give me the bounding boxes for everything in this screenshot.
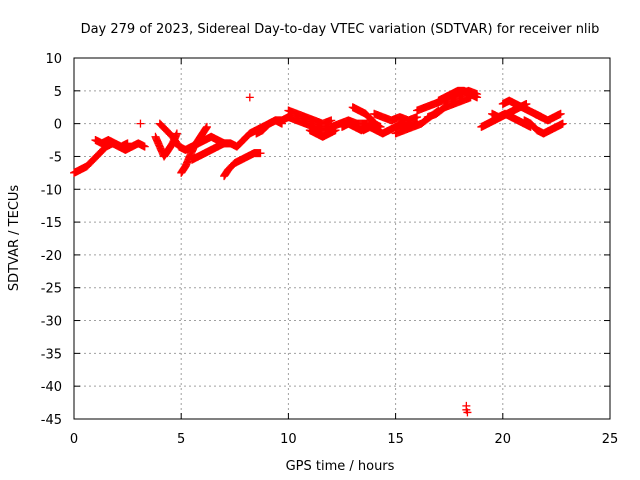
data-point: [556, 109, 565, 118]
x-tick-label: 5: [177, 432, 185, 447]
x-tick-label: 10: [280, 432, 297, 447]
data-point: [331, 126, 340, 135]
y-tick-label: -30: [41, 315, 62, 330]
data-point: [140, 142, 149, 151]
chart-title: Day 279 of 2023, Sidereal Day-to-day VTE…: [81, 22, 600, 37]
y-tick-label: -15: [41, 216, 62, 231]
plot-frame: [73, 57, 611, 420]
data-point: [327, 116, 336, 125]
y-tick-label: 0: [54, 118, 62, 133]
data-point: [277, 119, 286, 128]
x-tick-label: 20: [495, 432, 512, 447]
y-tick-label: -25: [41, 282, 62, 297]
x-tick-label: 0: [70, 432, 78, 447]
data-point: [172, 129, 181, 138]
axis-ticks: [73, 57, 611, 420]
data-point: [123, 139, 132, 148]
x-axis-label: GPS time / hours: [286, 459, 395, 474]
y-tick-label: -20: [41, 249, 62, 264]
data-point: [558, 119, 567, 128]
data-point: [245, 93, 254, 102]
data-point: [202, 122, 211, 131]
data-point: [463, 408, 472, 417]
y-tick-label: 10: [45, 52, 62, 67]
y-tick-label: -45: [41, 413, 62, 428]
data-points: [70, 86, 567, 417]
x-axis-tick-labels: 0 5 10 15 20 25: [70, 432, 618, 447]
data-point: [136, 119, 145, 128]
x-tick-label: 15: [387, 432, 404, 447]
y-tick-label: -40: [41, 380, 62, 395]
x-tick-label: 25: [602, 432, 619, 447]
data-point: [473, 93, 482, 102]
y-tick-label: -35: [41, 347, 62, 362]
y-axis-label: SDTVAR / TECUs: [7, 185, 22, 292]
y-tick-label: 5: [54, 85, 62, 100]
y-tick-label: -5: [49, 150, 62, 165]
y-tick-label: -10: [41, 183, 62, 198]
y-axis-tick-labels: 10 5 0 -5 -10 -15 -20 -25 -30 -35 -40 -45: [41, 52, 62, 428]
data-point: [256, 149, 265, 158]
